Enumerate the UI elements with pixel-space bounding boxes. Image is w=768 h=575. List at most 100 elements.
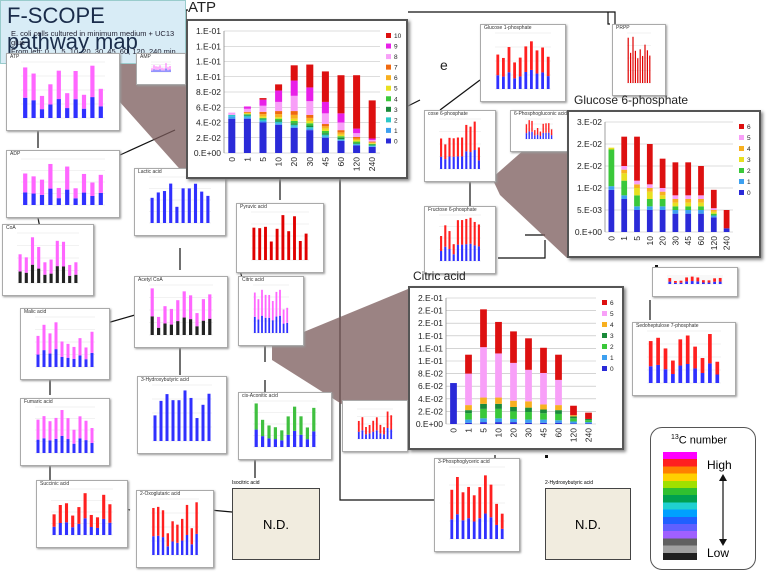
mini-bar	[524, 46, 528, 72]
mini-bar	[39, 179, 45, 195]
mini-bar	[535, 73, 539, 89]
mini-chart[interactable]: Succinic acid	[36, 480, 128, 548]
mini-label: cis-Aconitic acid	[242, 393, 278, 399]
bar-segment	[259, 99, 267, 106]
mini-chart[interactable]: 6-Phosphogluconic acid	[510, 110, 568, 152]
legend-label: 1	[610, 355, 614, 362]
bar-segment	[337, 122, 345, 131]
mini-bar	[536, 134, 539, 139]
mini-bar	[171, 400, 175, 441]
bar-segment	[525, 422, 532, 424]
mini-chart[interactable]: PRPP	[612, 24, 666, 96]
mini-chart[interactable]: Fructose 6-phosphate	[424, 206, 496, 274]
mini-chart[interactable]	[342, 400, 408, 452]
mini-chart[interactable]: Acetyl CoA	[134, 276, 228, 348]
mini-chart[interactable]: ATP	[6, 53, 120, 131]
bar-segment	[495, 418, 502, 423]
mini-bar	[190, 528, 193, 545]
bar-segment	[570, 405, 577, 416]
bar-segment	[337, 132, 345, 135]
nd-box-isocitric: N.D.	[232, 488, 320, 560]
mini-bar	[37, 246, 41, 269]
mini-chart[interactable]: 2-Oxoglutaric acid	[136, 490, 214, 568]
bar-segment	[259, 118, 267, 120]
bar-segment	[555, 422, 562, 424]
bar-segment	[243, 114, 251, 115]
mini-chart[interactable]: CoA	[2, 224, 94, 296]
mini-bar	[81, 173, 87, 193]
bar-segment	[555, 379, 562, 406]
bar-segment	[306, 117, 314, 121]
mini-chart-svg	[35, 406, 95, 454]
bar-segment	[337, 140, 345, 141]
bar-segment	[646, 206, 653, 210]
mini-chart[interactable]: 3-Phosphoglyceric acid	[434, 458, 520, 552]
mini-bar	[150, 197, 154, 223]
mini-bar	[448, 249, 451, 261]
mini-bar	[444, 246, 447, 261]
mini-bar	[71, 527, 75, 535]
mini-chart[interactable]: Pyruvic acid	[236, 203, 324, 273]
mini-chart[interactable]: 3-Hydroxybutyric acid	[137, 376, 227, 454]
bar-segment	[337, 136, 345, 138]
mini-bar	[176, 542, 179, 555]
bar-segment	[646, 184, 653, 188]
mini-chart[interactable]: Glucose 1-phosphate	[480, 24, 566, 102]
bar-segment	[510, 406, 517, 412]
mini-bar	[48, 440, 52, 453]
mini-label: ATP	[10, 54, 20, 60]
mini-bar	[52, 526, 56, 535]
bar-segment	[337, 113, 345, 123]
mini-bar	[275, 291, 278, 317]
bar-segment	[353, 145, 361, 153]
mini-bar	[61, 241, 66, 267]
bar-segment	[698, 199, 704, 203]
mini-chart[interactable]: ADP	[6, 150, 120, 218]
mini-label: Citric acid	[242, 277, 264, 283]
bar-segment	[570, 416, 577, 419]
mini-chart[interactable]: Sedoheptulose 7-phosphate	[632, 322, 736, 396]
bar-segment	[465, 422, 472, 424]
mini-bar	[685, 277, 688, 282]
mini-bar	[477, 246, 480, 261]
bar-segment	[353, 138, 361, 141]
y-tick-label: 2.E-01	[418, 306, 443, 316]
mini-bar	[24, 257, 28, 273]
x-tick-label: 60	[696, 236, 706, 246]
mini-bar	[181, 540, 184, 555]
x-tick-label: 0	[449, 428, 459, 433]
mini-bar	[473, 221, 476, 246]
mini-bar	[31, 193, 36, 205]
mini-chart[interactable]: Citric acid	[238, 276, 304, 346]
bar-segment	[698, 195, 704, 199]
x-tick-label: 0	[606, 236, 616, 241]
mini-chart[interactable]: AMP	[136, 53, 186, 85]
mini-bar	[39, 95, 45, 110]
mini-bar	[153, 69, 155, 72]
legend-swatch	[739, 124, 744, 129]
bar-segment	[259, 120, 267, 123]
mini-bar	[81, 108, 87, 118]
mini-bar	[545, 123, 547, 133]
mini-bar	[663, 369, 668, 383]
mini-bar	[54, 349, 58, 367]
legend-label: 2	[747, 168, 751, 175]
bar-segment	[259, 116, 267, 118]
mini-chart[interactable]	[652, 267, 738, 297]
bar-segment	[621, 136, 628, 166]
mini-bar	[201, 404, 205, 441]
mini-bar	[280, 430, 284, 441]
mini-bar	[190, 544, 193, 555]
mini-chart[interactable]: cis-Aconitic acid	[238, 392, 332, 460]
mini-chart[interactable]: cose 6-phosphate	[424, 110, 496, 182]
y-tick-label: 8.E-02	[418, 369, 443, 379]
bar-segment	[672, 202, 679, 207]
bar-segment	[698, 213, 704, 232]
bar-segment	[540, 419, 547, 423]
mini-chart[interactable]: Malic acid	[20, 308, 110, 380]
bar-segment	[685, 206, 692, 210]
mini-chart[interactable]: Fumaric acid	[20, 398, 110, 466]
mini-bar	[456, 476, 459, 515]
mini-chart[interactable]: Lactic acid	[134, 168, 226, 236]
mini-bar	[444, 159, 447, 169]
